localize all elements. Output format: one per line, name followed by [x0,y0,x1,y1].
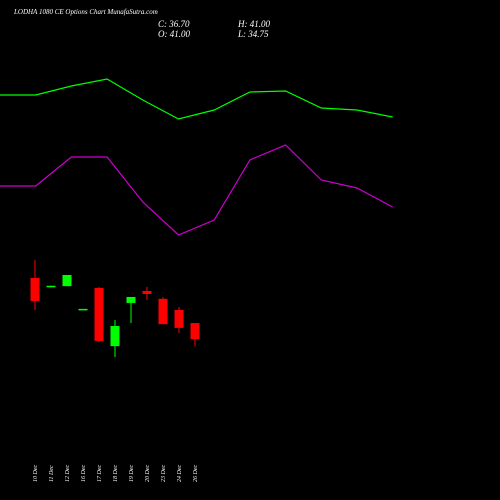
candle-body [126,296,136,303]
candle-body [142,290,152,294]
open-label: O: 41.00 [158,29,190,39]
x-tick-label: 17 Dec [97,465,103,482]
x-tick-label: 23 Dec [161,465,167,482]
candle-body [158,298,168,325]
candle-body [110,326,120,347]
indicator-line [0,78,393,120]
candle-body [62,274,72,287]
chart-title: LODHA 1080 CE Options Chart MunafaSutra.… [13,8,158,16]
x-tick-label: 26 Dec [193,465,199,482]
low-label: L: 34.75 [237,29,269,39]
x-tick-label: 12 Dec [65,465,71,482]
x-tick-label: 20 Dec [145,465,151,482]
candle-body [78,308,88,311]
x-tick-label: 16 Dec [81,465,87,482]
candle-body [46,285,56,288]
x-tick-label: 19 Dec [129,465,135,482]
indicator-line [0,144,393,236]
x-tick-label: 10 Dec [33,465,39,482]
x-tick-label: 18 Dec [113,465,119,482]
candle-body [30,277,40,302]
candle-body [190,323,200,340]
x-tick-label: 24 Dec [176,465,183,482]
candle-body [94,288,104,341]
candle-body [174,310,184,328]
close-label: C: 36.70 [158,19,190,29]
high-label: H: 41.00 [237,19,270,29]
x-tick-label: 11 Dec [49,465,55,482]
